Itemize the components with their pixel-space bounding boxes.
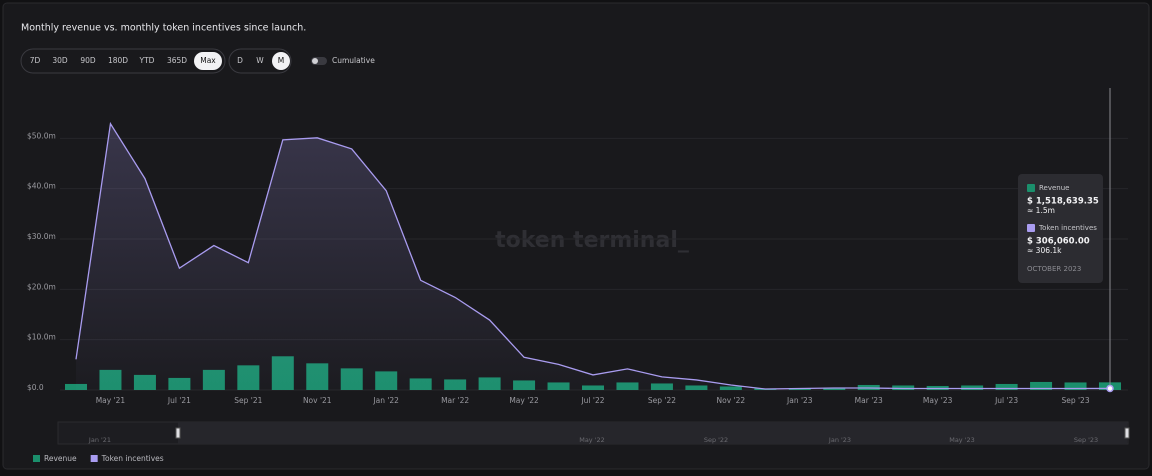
chart-title: Monthly revenue vs. monthly token incent… xyxy=(21,23,306,34)
tooltip-swatch xyxy=(1027,184,1035,192)
x-tick-label: Jul '21 xyxy=(167,396,191,405)
tooltip-series: Token incentives xyxy=(1038,224,1097,232)
watermark: token terminal_ xyxy=(495,228,689,253)
x-tick-label: Sep '23 xyxy=(1061,396,1089,405)
y-tick-label: $30.0m xyxy=(27,232,56,241)
y-tick-label: $20.0m xyxy=(27,282,56,291)
granularity-button[interactable]: D xyxy=(237,56,243,65)
x-tick-label: May '22 xyxy=(509,396,539,405)
navigator-label: May '23 xyxy=(949,436,975,444)
x-tick-label: Nov '21 xyxy=(303,396,332,405)
hover-point xyxy=(1106,384,1114,393)
x-tick-label: Sep '21 xyxy=(234,396,262,405)
granularity-active xyxy=(272,52,290,70)
navigator-label: Sep '23 xyxy=(1074,436,1098,444)
range-button[interactable]: 30D xyxy=(52,56,68,65)
navigator-label: Jan '23 xyxy=(828,436,851,444)
range-button[interactable]: 90D xyxy=(80,56,96,65)
navigator-label: Sep '22 xyxy=(704,436,728,444)
bar xyxy=(961,385,984,390)
legend-swatch xyxy=(90,455,98,462)
x-tick-label: Jul '23 xyxy=(994,396,1018,405)
tooltip-series: Revenue xyxy=(1039,184,1070,192)
tooltip-approx: ≈ 306.1k xyxy=(1027,246,1062,255)
x-tick-label: May '23 xyxy=(923,396,953,405)
tooltip xyxy=(1018,174,1103,283)
range-button[interactable]: 180D xyxy=(108,56,128,65)
granularity-button[interactable]: W xyxy=(256,56,264,65)
bar xyxy=(995,383,1018,390)
range-button[interactable]: 7D xyxy=(30,56,41,65)
x-tick-label: Jan '23 xyxy=(786,396,813,405)
range-button[interactable]: 365D xyxy=(167,56,187,65)
tooltip-swatch xyxy=(1027,224,1035,232)
tooltip-value: $ 1,518,639.35 xyxy=(1027,197,1099,207)
x-tick-label: Nov '22 xyxy=(717,396,746,405)
navigator-label: Jan '21 xyxy=(88,436,111,444)
x-tick-label: Jul '22 xyxy=(580,396,604,405)
range-button[interactable]: YTD xyxy=(139,56,155,65)
x-tick-label: Sep '22 xyxy=(648,396,676,405)
bar xyxy=(1064,382,1087,390)
bar xyxy=(892,385,915,390)
y-tick-label: $10.0m xyxy=(27,333,56,342)
range-button[interactable]: Max xyxy=(200,56,216,65)
tooltip-approx: ≈ 1.5m xyxy=(1027,206,1055,215)
navigator-handle[interactable] xyxy=(175,427,181,439)
legend-swatch xyxy=(33,455,40,462)
navigator-label: May '22 xyxy=(579,436,605,444)
range-active xyxy=(194,52,222,70)
x-tick-label: Mar '22 xyxy=(441,396,469,405)
granularity-button[interactable]: M xyxy=(278,56,284,65)
legend-label[interactable]: Token incentives xyxy=(101,454,164,463)
x-tick-label: Mar '23 xyxy=(855,396,883,405)
bar xyxy=(1030,381,1053,390)
y-tick-label: $0.0 xyxy=(27,383,44,392)
y-tick-label: $40.0m xyxy=(27,182,56,191)
x-tick-label: Jan '22 xyxy=(372,396,399,405)
toggle-knob xyxy=(312,58,318,64)
navigator-window[interactable] xyxy=(178,422,1127,444)
toggle-label: Cumulative xyxy=(332,56,375,65)
tooltip-date: OCTOBER 2023 xyxy=(1027,265,1081,273)
tooltip-value: $ 306,060.00 xyxy=(1027,237,1090,247)
line xyxy=(75,121,1111,390)
x-tick-label: May '21 xyxy=(96,396,126,405)
range-group xyxy=(20,48,226,74)
granularity-group xyxy=(228,48,292,74)
y-tick-label: $50.0m xyxy=(27,131,56,140)
legend-label[interactable]: Revenue xyxy=(44,454,77,463)
navigator-handle[interactable] xyxy=(1124,427,1130,439)
line-area xyxy=(76,123,1110,390)
